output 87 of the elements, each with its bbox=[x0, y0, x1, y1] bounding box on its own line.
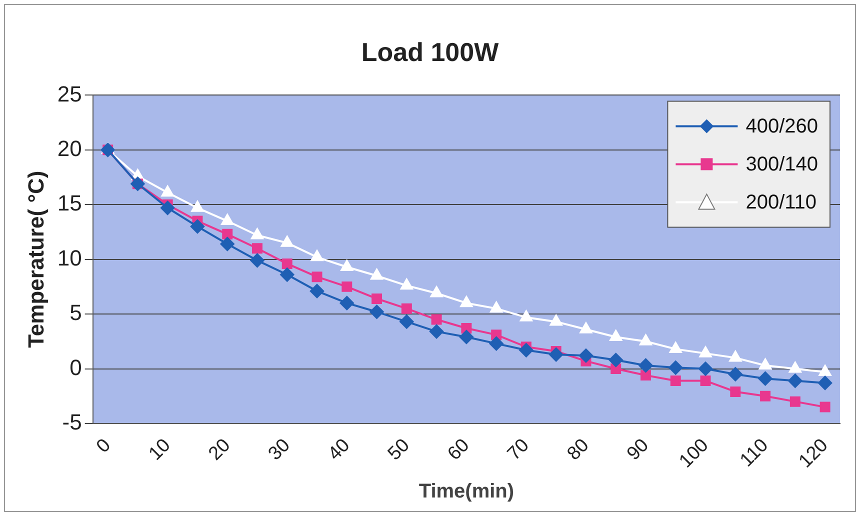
point bbox=[340, 296, 354, 310]
point bbox=[698, 362, 713, 376]
x-tick-label: 50 bbox=[384, 434, 414, 465]
point bbox=[608, 353, 623, 367]
point bbox=[818, 365, 832, 376]
point bbox=[190, 220, 204, 234]
point bbox=[520, 310, 532, 322]
point bbox=[401, 303, 412, 314]
point bbox=[460, 296, 473, 308]
chart-title: Load 100W bbox=[361, 36, 500, 67]
x-tick-label: 40 bbox=[324, 434, 354, 465]
y-axis-title: Temperature( °C) bbox=[23, 170, 48, 348]
x-tick-label: 0 bbox=[92, 434, 116, 458]
point bbox=[340, 260, 354, 271]
point bbox=[161, 186, 174, 197]
point bbox=[250, 253, 264, 268]
point bbox=[610, 330, 622, 342]
point bbox=[668, 360, 683, 375]
point bbox=[759, 358, 772, 370]
point bbox=[160, 200, 175, 215]
point bbox=[490, 302, 503, 313]
point bbox=[400, 278, 413, 290]
point bbox=[820, 402, 830, 412]
x-tick-label: 10 bbox=[145, 434, 175, 465]
y-tick-label: 0 bbox=[70, 354, 82, 380]
point bbox=[640, 334, 652, 346]
y-tick-label: 5 bbox=[70, 300, 82, 326]
x-axis-title: Time(min) bbox=[418, 480, 514, 503]
x-tick-label: 30 bbox=[264, 434, 294, 465]
point bbox=[431, 314, 442, 325]
x-tick-label: 90 bbox=[623, 434, 653, 465]
point bbox=[519, 343, 534, 358]
point bbox=[580, 322, 592, 334]
point bbox=[252, 243, 262, 254]
point bbox=[700, 376, 711, 386]
legend-label: 400/260 bbox=[746, 116, 818, 138]
point bbox=[400, 314, 414, 329]
point bbox=[640, 370, 651, 381]
point bbox=[342, 281, 352, 292]
point bbox=[191, 200, 204, 212]
point bbox=[221, 214, 234, 226]
point bbox=[788, 362, 802, 373]
point bbox=[312, 272, 322, 282]
point bbox=[310, 284, 324, 298]
point bbox=[220, 237, 234, 252]
x-tick-label: 80 bbox=[563, 434, 594, 465]
point bbox=[729, 350, 742, 362]
point bbox=[638, 358, 653, 372]
y-tick-label: -5 bbox=[62, 410, 82, 435]
x-tick-label: 100 bbox=[675, 434, 713, 472]
x-tick-label: 110 bbox=[736, 434, 773, 472]
y-tick-label: 20 bbox=[57, 136, 82, 161]
x-tick-label: 120 bbox=[795, 434, 832, 472]
point bbox=[430, 324, 444, 339]
point bbox=[489, 336, 504, 351]
point bbox=[699, 346, 712, 358]
point bbox=[730, 386, 741, 397]
point bbox=[790, 396, 800, 407]
point bbox=[550, 314, 562, 326]
x-tick-label: 20 bbox=[204, 434, 235, 465]
x-tick-label: 70 bbox=[504, 434, 534, 465]
point bbox=[370, 304, 384, 319]
point bbox=[670, 376, 681, 386]
point bbox=[282, 258, 292, 269]
point bbox=[728, 367, 742, 382]
point bbox=[280, 236, 294, 247]
point bbox=[251, 228, 264, 240]
point bbox=[430, 286, 443, 298]
y-tick-label: 25 bbox=[57, 81, 82, 106]
y-tick-label: 15 bbox=[57, 190, 82, 216]
point bbox=[459, 330, 474, 344]
point bbox=[788, 374, 802, 388]
point bbox=[669, 342, 682, 354]
point bbox=[760, 390, 771, 402]
point bbox=[578, 348, 593, 363]
point bbox=[222, 228, 233, 240]
point bbox=[372, 293, 382, 304]
point bbox=[758, 372, 772, 386]
x-tick-label: 60 bbox=[444, 434, 474, 465]
point bbox=[280, 268, 294, 282]
point bbox=[310, 250, 324, 262]
legend-label: 300/140 bbox=[746, 154, 818, 176]
point bbox=[549, 348, 564, 362]
point bbox=[818, 376, 832, 390]
point bbox=[370, 268, 383, 280]
y-tick-label: 10 bbox=[57, 245, 82, 270]
legend-label: 200/110 bbox=[746, 192, 817, 214]
